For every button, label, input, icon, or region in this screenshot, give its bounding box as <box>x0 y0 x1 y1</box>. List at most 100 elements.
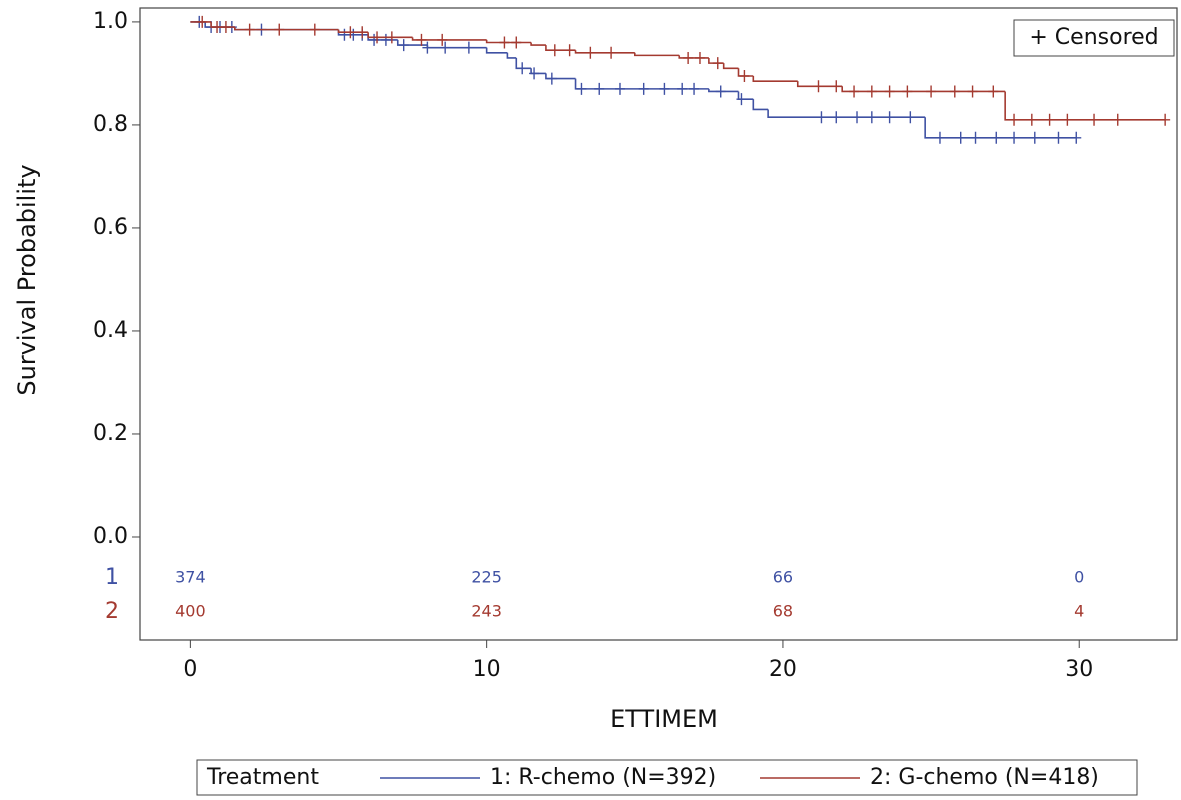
legend-title: Treatment <box>206 765 319 790</box>
censor-mark <box>1089 113 1100 126</box>
censor-mark <box>866 111 877 124</box>
survival-step <box>737 68 754 77</box>
censor-mark <box>988 85 999 98</box>
y-tick-label: 0.2 <box>93 421 128 446</box>
survival-step <box>515 57 532 70</box>
censor-mark <box>398 39 409 52</box>
censor-mark <box>197 15 208 28</box>
survival-step <box>737 91 754 100</box>
censor-mark <box>511 36 522 49</box>
censor-mark <box>1029 131 1040 144</box>
censor-mark <box>1026 113 1037 126</box>
censor-mark <box>585 46 596 59</box>
censor-mark <box>816 111 827 124</box>
survival-step <box>767 109 926 118</box>
censor-mark <box>831 111 842 124</box>
censor-mark <box>244 23 255 36</box>
survival-step <box>485 47 508 54</box>
censor-mark <box>1009 113 1020 126</box>
at-risk-count: 66 <box>773 568 793 587</box>
censor-mark <box>736 93 747 106</box>
y-tick-label: 1.0 <box>93 9 128 34</box>
at-risk-count: 374 <box>175 568 206 587</box>
censor-mark <box>712 57 723 70</box>
censor-mark <box>576 82 587 95</box>
censor-mark <box>437 33 448 46</box>
censor-mark <box>739 69 750 82</box>
survival-step <box>722 63 739 70</box>
y-tick-label: 0.4 <box>93 318 128 343</box>
x-tick-label: 0 <box>183 657 197 682</box>
censor-mark <box>499 36 510 49</box>
censor-mark <box>955 131 966 144</box>
censor-mark <box>339 28 350 41</box>
censor-mark <box>440 41 451 54</box>
censor-mark <box>549 44 560 57</box>
censor-mark <box>905 111 916 124</box>
legend-label: 1: R-chemo (N=392) <box>490 765 716 790</box>
censor-mark <box>1112 113 1123 126</box>
at-risk-row-label: 2 <box>105 599 119 624</box>
survival-step <box>396 39 428 46</box>
survival-step <box>545 45 576 52</box>
censor-mark <box>1062 113 1073 126</box>
survival-step <box>841 86 1006 93</box>
censor-mark <box>884 111 895 124</box>
censor-mark <box>386 31 397 44</box>
censor-mark <box>212 21 223 34</box>
at-risk-count: 0 <box>1074 568 1084 587</box>
censor-mark <box>694 51 705 64</box>
survival-step <box>574 50 635 54</box>
x-tick-label: 30 <box>1065 657 1093 682</box>
censor-mark <box>416 33 427 46</box>
censor-mark <box>852 111 863 124</box>
censor-mark <box>991 131 1002 144</box>
survival-step <box>752 75 798 82</box>
at-risk-count: 225 <box>471 568 502 587</box>
survival-step <box>752 99 769 111</box>
survival-step <box>1004 91 1166 121</box>
censor-mark <box>517 62 528 75</box>
censor-mark <box>274 23 285 36</box>
censor-mark <box>949 85 960 98</box>
survival-step <box>924 117 1077 139</box>
survival-step <box>411 37 487 41</box>
censor-mark <box>849 85 860 98</box>
x-tick-label: 10 <box>473 657 501 682</box>
survival-step <box>633 52 680 57</box>
x-axis-label: ETTIMEM <box>610 705 718 733</box>
censor-mark <box>546 72 557 85</box>
censor-mark <box>564 44 575 57</box>
y-tick-label: 0.6 <box>93 215 128 240</box>
censor-mark <box>614 82 625 95</box>
censor-mark <box>220 21 231 34</box>
censor-mark <box>1071 131 1082 144</box>
survival-step <box>796 81 843 88</box>
censor-mark <box>813 80 824 93</box>
censor-mark <box>345 26 356 39</box>
censor-mark <box>1009 131 1020 144</box>
at-risk-row-label: 1 <box>105 565 119 590</box>
survival-step <box>506 52 517 59</box>
survival-step <box>234 27 339 31</box>
y-axis-label: Survival Probability <box>13 164 41 395</box>
censored-legend-box <box>1013 19 1175 57</box>
at-risk-count: 68 <box>773 602 793 621</box>
censor-mark <box>422 41 433 54</box>
survival-step <box>708 88 739 93</box>
y-tick-label: 0.8 <box>93 112 128 137</box>
censor-mark <box>529 67 540 80</box>
legend-box <box>196 759 1138 796</box>
censored-legend: + Censored <box>1029 25 1158 50</box>
censor-mark <box>357 26 368 39</box>
survival-step <box>530 68 546 75</box>
censor-mark <box>372 31 383 44</box>
survival-step <box>367 32 413 39</box>
censor-mark <box>677 82 688 95</box>
censor-mark <box>1160 113 1171 126</box>
censor-mark <box>594 82 605 95</box>
censor-mark <box>380 33 391 46</box>
y-tick-label: 0.0 <box>93 524 128 549</box>
at-risk-count: 400 <box>175 602 206 621</box>
